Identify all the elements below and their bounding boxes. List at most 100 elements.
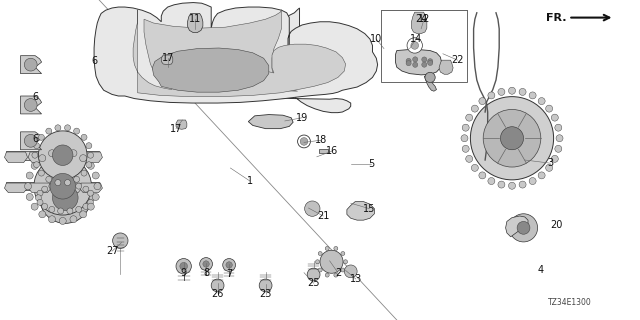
Polygon shape [6, 182, 99, 190]
Polygon shape [20, 132, 42, 150]
Polygon shape [506, 216, 528, 237]
Circle shape [307, 268, 320, 281]
Circle shape [470, 97, 554, 180]
Text: 23: 23 [259, 289, 272, 299]
Circle shape [462, 124, 469, 131]
Circle shape [226, 262, 232, 268]
Circle shape [58, 208, 63, 214]
Circle shape [58, 181, 63, 188]
Polygon shape [79, 152, 102, 163]
Circle shape [461, 135, 468, 142]
Circle shape [70, 216, 77, 223]
Circle shape [344, 265, 357, 278]
Circle shape [34, 157, 92, 215]
Polygon shape [176, 120, 187, 129]
Text: 2: 2 [335, 268, 341, 278]
Circle shape [46, 176, 52, 182]
Circle shape [33, 143, 40, 149]
Circle shape [60, 218, 66, 224]
Polygon shape [128, 8, 351, 113]
Text: 25: 25 [307, 278, 320, 288]
Circle shape [425, 72, 435, 83]
Circle shape [67, 181, 73, 188]
Polygon shape [396, 50, 442, 75]
Polygon shape [4, 183, 28, 193]
Circle shape [320, 250, 343, 273]
Circle shape [413, 57, 418, 62]
Circle shape [55, 180, 61, 186]
Text: 1: 1 [246, 176, 253, 186]
Text: 6: 6 [32, 134, 38, 144]
Circle shape [81, 170, 87, 176]
Polygon shape [59, 183, 82, 193]
Circle shape [411, 42, 419, 49]
Circle shape [479, 172, 486, 179]
Circle shape [92, 172, 99, 179]
Circle shape [498, 88, 505, 95]
Circle shape [509, 214, 538, 242]
Circle shape [344, 260, 348, 264]
Circle shape [483, 109, 541, 167]
Circle shape [113, 233, 128, 248]
Circle shape [509, 87, 515, 94]
Circle shape [87, 162, 94, 169]
Text: 6: 6 [32, 92, 38, 102]
Circle shape [83, 186, 89, 192]
Circle shape [37, 199, 43, 205]
Circle shape [38, 170, 44, 176]
Circle shape [341, 268, 345, 272]
Circle shape [74, 176, 79, 182]
Polygon shape [28, 152, 51, 163]
Circle shape [55, 125, 61, 131]
Circle shape [318, 252, 322, 255]
Circle shape [46, 128, 52, 134]
Circle shape [488, 92, 495, 99]
Circle shape [74, 128, 79, 134]
Text: 5: 5 [368, 159, 374, 169]
Circle shape [325, 246, 329, 251]
Text: 4: 4 [538, 265, 544, 276]
Circle shape [334, 246, 338, 251]
Circle shape [519, 181, 526, 188]
Circle shape [87, 203, 94, 210]
Circle shape [556, 135, 563, 142]
Circle shape [551, 155, 558, 162]
Circle shape [407, 38, 422, 53]
Circle shape [538, 98, 545, 105]
Circle shape [49, 206, 55, 212]
Polygon shape [59, 152, 82, 163]
Text: 21: 21 [317, 211, 330, 221]
Polygon shape [79, 183, 102, 193]
Text: 16: 16 [326, 146, 339, 156]
Circle shape [517, 221, 530, 234]
Circle shape [49, 183, 55, 189]
Circle shape [223, 259, 236, 271]
Circle shape [413, 62, 418, 67]
Circle shape [70, 150, 77, 157]
Circle shape [88, 199, 93, 205]
Circle shape [32, 152, 38, 158]
Circle shape [529, 178, 536, 185]
Circle shape [259, 279, 272, 292]
Text: TZ34E1300: TZ34E1300 [548, 298, 591, 307]
Circle shape [305, 201, 320, 216]
Polygon shape [4, 152, 28, 163]
Polygon shape [439, 60, 453, 74]
Circle shape [24, 58, 37, 71]
Text: 10: 10 [370, 34, 383, 44]
Circle shape [31, 203, 38, 210]
Text: 24: 24 [415, 13, 428, 24]
Circle shape [94, 183, 101, 190]
Circle shape [81, 134, 87, 140]
Circle shape [325, 273, 329, 277]
Text: 6: 6 [92, 56, 98, 66]
Polygon shape [424, 76, 436, 91]
Polygon shape [144, 10, 298, 91]
Circle shape [509, 182, 515, 189]
Polygon shape [319, 149, 328, 153]
Circle shape [52, 185, 78, 211]
Circle shape [88, 190, 93, 196]
Text: 9: 9 [180, 268, 187, 278]
Circle shape [65, 180, 70, 186]
Circle shape [428, 60, 433, 66]
